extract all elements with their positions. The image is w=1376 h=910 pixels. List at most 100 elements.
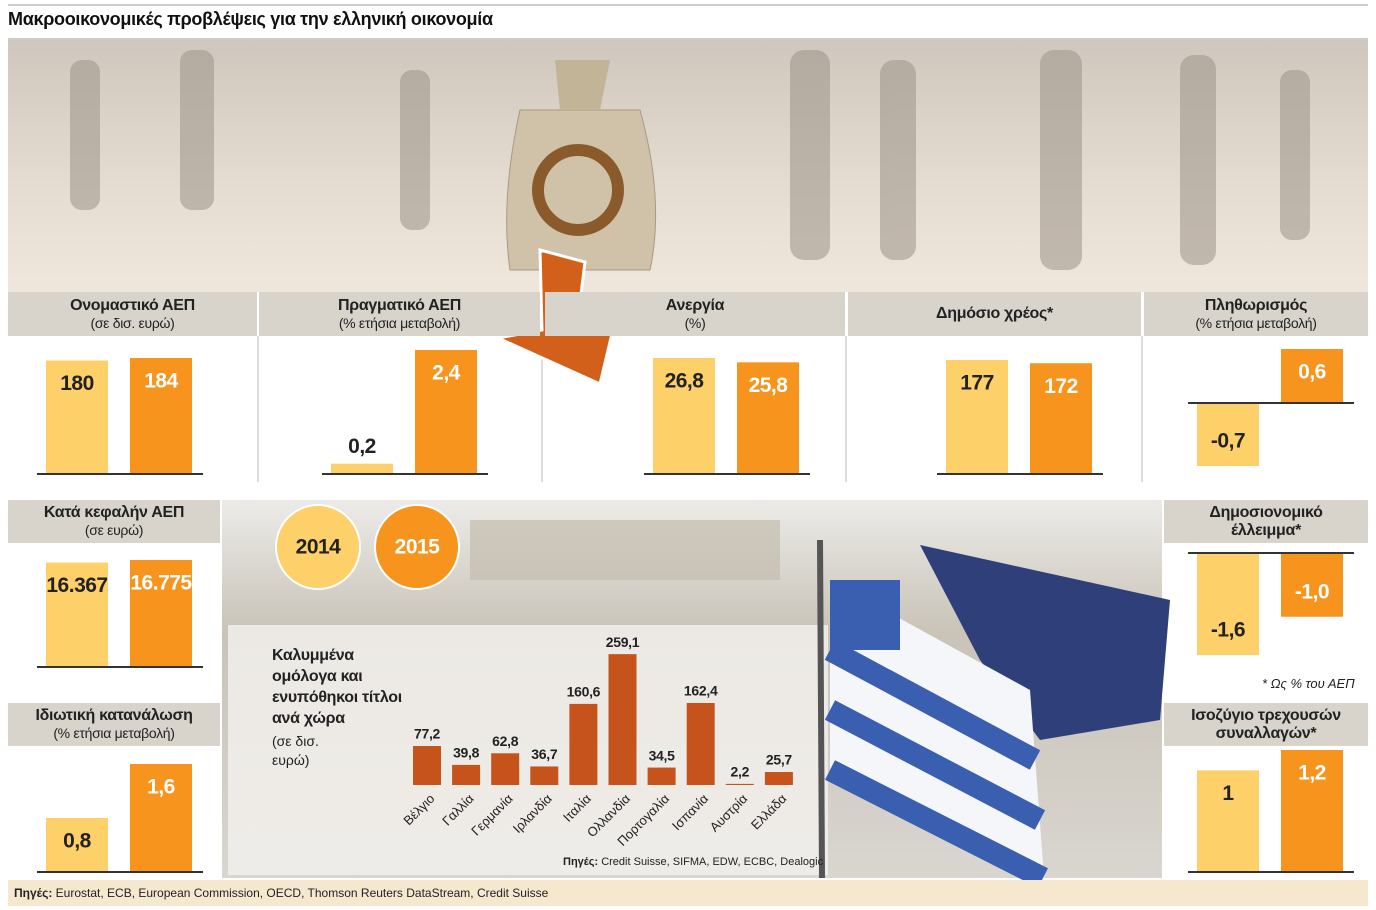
chart-title: Πληθωρισμός [1204, 296, 1308, 314]
value-label: 180 [60, 372, 94, 395]
value-label: 34,5 [649, 747, 676, 763]
chart-title: Δημοσιονομικό έλλειμμα* [1209, 503, 1323, 539]
bar [1197, 403, 1259, 466]
chart-subtitle: (% ετήσια μεταβολή) [53, 725, 175, 741]
value-label: 162,4 [684, 683, 718, 699]
chart-title: Ονομαστικό ΑΕΠ [70, 296, 195, 314]
money-sack [506, 109, 657, 271]
chart-header: Ονομαστικό ΑΕΠ (σε δισ. ευρώ) [8, 292, 257, 336]
chart-header: Δημόσιο χρέος* [848, 292, 1141, 336]
value-label: 184 [144, 370, 178, 393]
value-label: -1,0 [1295, 580, 1329, 603]
value-label: 160,6 [567, 684, 601, 700]
value-label: 16.775 [130, 572, 192, 595]
source-text: Eurostat, ECB, European Commission, OECD… [55, 886, 549, 900]
bar [130, 358, 192, 474]
bond-title-block: Καλυμμένα ομόλογα και ενυπόθηκοι τίτλοι … [272, 645, 412, 770]
chart-title: Πραγματικό ΑΕΠ [338, 296, 461, 314]
value-label: 39,8 [453, 745, 480, 761]
bar [491, 753, 520, 785]
source: Πηγές: Eurostat, ECB, European Commissio… [14, 886, 548, 900]
bar [415, 350, 477, 474]
greek-flag-stripes [824, 640, 1048, 888]
legend-swatch [275, 504, 361, 590]
photo-temple [470, 520, 780, 580]
source-text: Credit Suisse, SIFMA, EDW, ECBC, Dealogi… [601, 856, 824, 868]
chart-header: Δημοσιονομικό έλλειμμα* [1164, 500, 1368, 543]
chart-header: Ιδιωτική κατανάλωση (% ετήσια μεταβολή) [8, 703, 220, 746]
chart-subtitle: (% ετήσια μεταβολή) [338, 314, 461, 331]
chart-title: Καλυμμένα ομόλογα και ενυπόθηκοι τίτλοι … [272, 647, 402, 727]
dividers [257, 336, 1143, 482]
bar [530, 766, 559, 785]
value-label: 1,6 [147, 776, 175, 799]
bar [331, 463, 393, 474]
value-label: 16.367 [46, 574, 107, 597]
value-label: 62,8 [492, 733, 519, 749]
bar [46, 562, 108, 667]
bar [946, 360, 1008, 474]
chart-subtitle: (σε δισ. ευρώ) [272, 733, 319, 768]
bar [653, 358, 715, 474]
value-label: 172 [1044, 375, 1078, 398]
source-label: Πηγές: [563, 856, 599, 868]
bar [1030, 363, 1092, 474]
chart-header: Πληθωρισμός (% ετήσια μεταβολή) [1144, 292, 1368, 336]
legend-swatch [374, 504, 460, 590]
value-label: 0,6 [1298, 361, 1326, 384]
value-label: -1,6 [1211, 619, 1245, 642]
euro-emblem [532, 144, 624, 236]
bar [413, 746, 441, 785]
bar [1197, 770, 1259, 872]
greek-flag [830, 580, 1045, 890]
bond-panel [228, 625, 828, 875]
chart-title: Ανεργία [665, 296, 725, 314]
value-label: 25,7 [766, 752, 793, 768]
value-label: 26,8 [665, 370, 705, 393]
photo-street [8, 40, 1368, 292]
page-title: Μακροοικονομικές προβλέψεις για την ελλη… [8, 9, 493, 29]
value-label: -0,7 [1211, 430, 1245, 453]
value-label: 77,2 [414, 726, 441, 742]
value-label: 0,8 [63, 830, 92, 853]
bar [1281, 349, 1343, 403]
chart-subtitle: (% ετήσια μεταβολή) [1195, 314, 1317, 331]
bar [46, 360, 108, 474]
chart-title: Ιδιωτική κατανάλωση [35, 707, 193, 724]
chart-header: Ανεργία (%) [545, 292, 845, 336]
money-sack-neck [555, 60, 610, 110]
value-label: 177 [960, 372, 994, 395]
bar [647, 767, 676, 785]
bar [725, 783, 754, 785]
chart-header: Πραγματικό ΑΕΠ (% ετήσια μεταβολή) [259, 292, 540, 336]
value-label: 2,2 [731, 764, 750, 780]
legend-label: 2015 [395, 536, 441, 559]
legend-label: 2014 [296, 536, 342, 559]
chart-subtitle: (σε δισ. ευρώ) [90, 314, 175, 331]
chart-title: Ισοζύγιο τρεχουσών συναλλαγών* [1191, 706, 1341, 742]
bar [130, 764, 192, 872]
chart-subtitle: (%) [684, 314, 706, 331]
value-label: 259,1 [606, 634, 640, 650]
eu-flag [920, 545, 1170, 740]
value-label: 2,4 [432, 362, 461, 385]
chart-title: Κατά κεφαλήν ΑΕΠ [43, 504, 185, 521]
bar [1197, 553, 1259, 655]
bar [569, 703, 598, 785]
footnote: * Ως % του ΑΕΠ [1262, 676, 1355, 691]
photo-people [70, 50, 1310, 270]
source-bar [8, 880, 1368, 906]
bond-source: Πηγές: Credit Suisse, SIFMA, EDW, ECBC, … [563, 856, 823, 868]
chart-header: Κατά κεφαλήν ΑΕΠ (σε ευρώ) [8, 500, 220, 543]
bar [130, 560, 192, 667]
value-label: 0,2 [348, 435, 376, 458]
bar [686, 702, 715, 785]
bar [764, 772, 793, 785]
value-label: 1 [1222, 782, 1234, 805]
greek-flag-canton [830, 580, 900, 650]
bar [737, 362, 799, 474]
chart-subtitle: (σε ευρώ) [84, 522, 144, 538]
bar [46, 818, 108, 872]
flag-pole [817, 539, 825, 879]
